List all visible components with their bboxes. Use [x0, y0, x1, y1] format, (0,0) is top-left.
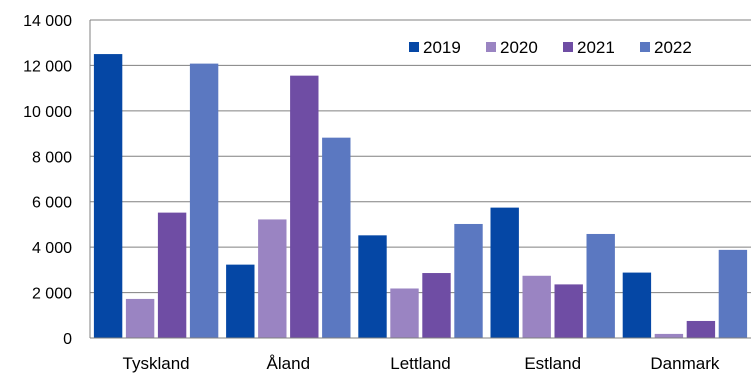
legend-label-2020: 2020: [500, 38, 538, 57]
bar-estland-2020: [522, 275, 551, 338]
x-tick-label: Åland: [267, 354, 310, 373]
bar-estland-2019: [490, 207, 519, 338]
y-tick-label: 4 000: [32, 240, 72, 257]
bar-tyskland-2021: [157, 212, 187, 338]
bar-estland-2021: [554, 284, 583, 338]
bar-lettland-2019: [358, 235, 387, 338]
bar-lettland-2021: [422, 273, 451, 338]
bar-lettland-2022: [454, 223, 483, 338]
bar-danmark-2022: [718, 249, 748, 338]
y-tick-labels: 0 2 000 4 000 6 000 8 000 10 000 12 000 14 000: [23, 13, 72, 348]
axes: [89, 20, 751, 339]
bar-tyskland-2022: [189, 63, 219, 339]
x-tick-label: Danmark: [650, 354, 719, 373]
x-tick-label: Tyskland: [123, 354, 190, 373]
y-tick-label: 14 000: [23, 13, 72, 30]
bar-åland-2021: [290, 75, 319, 339]
y-tick-label: 0: [63, 331, 72, 348]
bar-tyskland-2020: [125, 298, 155, 338]
y-tick-label: 12 000: [23, 58, 72, 75]
legend: 2019 2020 2021 2022: [409, 38, 692, 57]
legend-swatch-2021: [563, 42, 573, 52]
y-tick-label: 2 000: [32, 286, 72, 303]
bar-danmark-2020: [654, 333, 684, 338]
y-tick-label: 8 000: [32, 149, 72, 166]
bar-danmark-2021: [686, 320, 716, 338]
grid-lines: [90, 19, 751, 294]
legend-label-2019: 2019: [423, 38, 461, 57]
bar-åland-2020: [258, 219, 287, 338]
bar-estland-2022: [586, 233, 615, 338]
bar-åland-2019: [226, 264, 255, 338]
legend-swatch-2022: [640, 42, 650, 52]
x-tick-label: Lettland: [390, 354, 451, 373]
bar-åland-2022: [322, 137, 351, 338]
y-tick-label: 6 000: [32, 195, 72, 212]
legend-label-2021: 2021: [577, 38, 615, 57]
legend-swatch-2019: [409, 42, 419, 52]
y-tick-label: 10 000: [23, 104, 72, 121]
legend-label-2022: 2022: [654, 38, 692, 57]
bar-lettland-2020: [390, 288, 419, 338]
bar-danmark-2019: [622, 272, 652, 338]
bar-tyskland-2019: [93, 54, 123, 338]
x-tick-label: Estland: [524, 354, 581, 373]
legend-swatch-2020: [486, 42, 496, 52]
bars: [93, 54, 748, 339]
x-tick-labels: Tyskland Åland Lettland Estland Danmark: [123, 354, 720, 373]
